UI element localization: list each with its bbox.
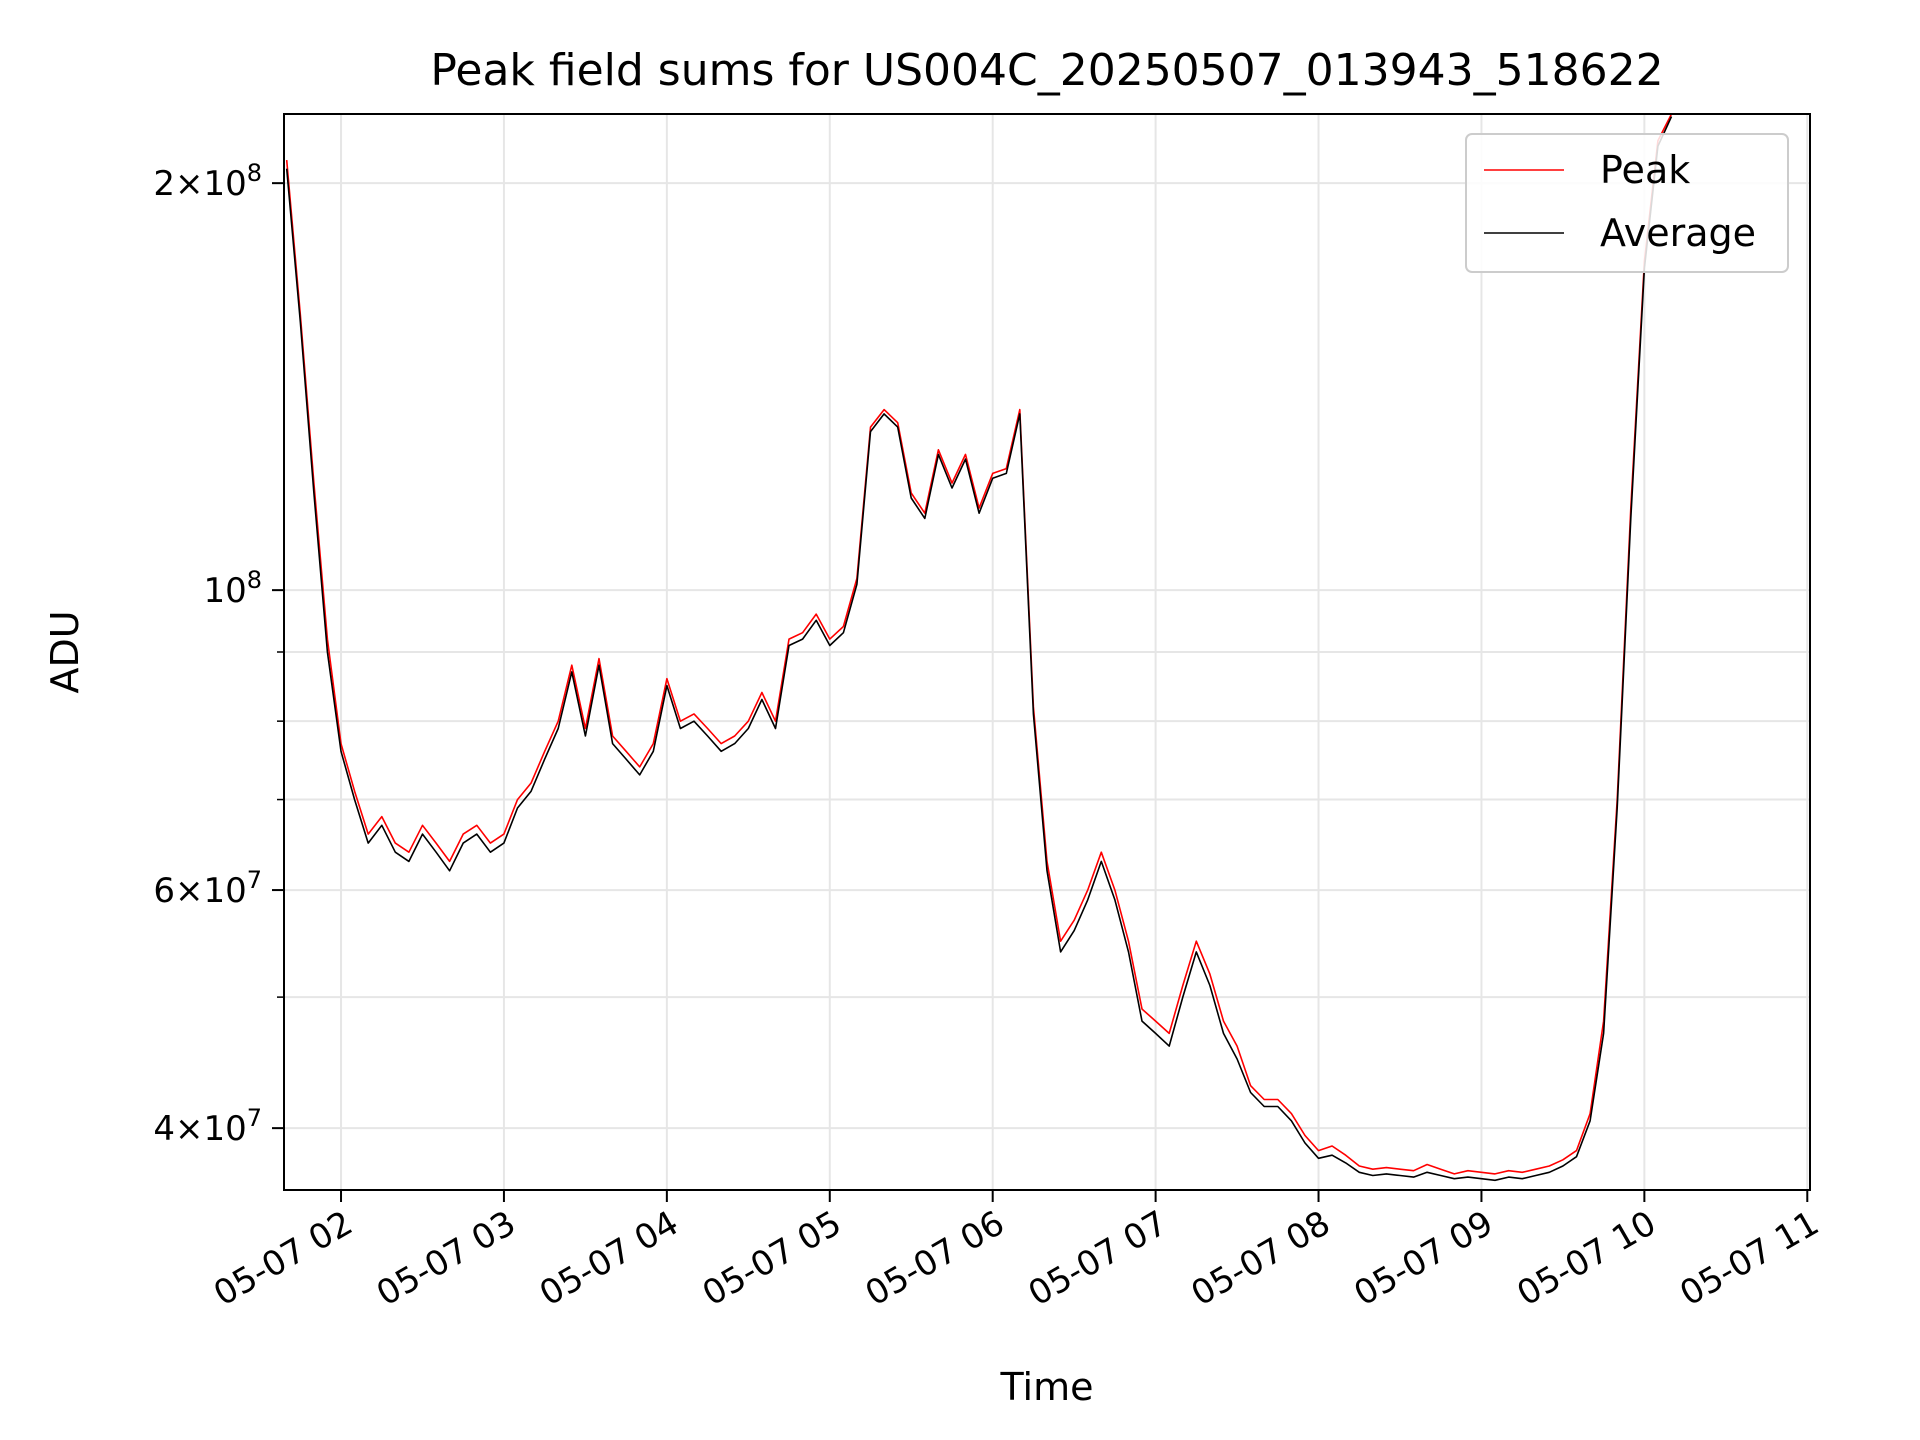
series-line-peak	[285, 113, 1673, 1175]
y-tick-label: 6×107	[153, 866, 262, 911]
y-axis-label: ADU	[43, 610, 87, 693]
chart-title: Peak field sums for US004C_20250507_0139…	[430, 45, 1663, 96]
legend-average-label: Average	[1600, 211, 1756, 255]
grid-lines	[284, 114, 1810, 1190]
x-axis-label: Time	[1000, 1365, 1094, 1409]
y-tick-label: 2×108	[153, 159, 262, 204]
series-line-average	[285, 116, 1673, 1182]
y-tick-label: 4×107	[153, 1104, 262, 1149]
legend-peak-label: Peak	[1600, 148, 1690, 192]
legend: Peak Average	[1465, 133, 1789, 273]
legend-box	[1465, 133, 1789, 273]
series-lines	[285, 113, 1673, 1182]
